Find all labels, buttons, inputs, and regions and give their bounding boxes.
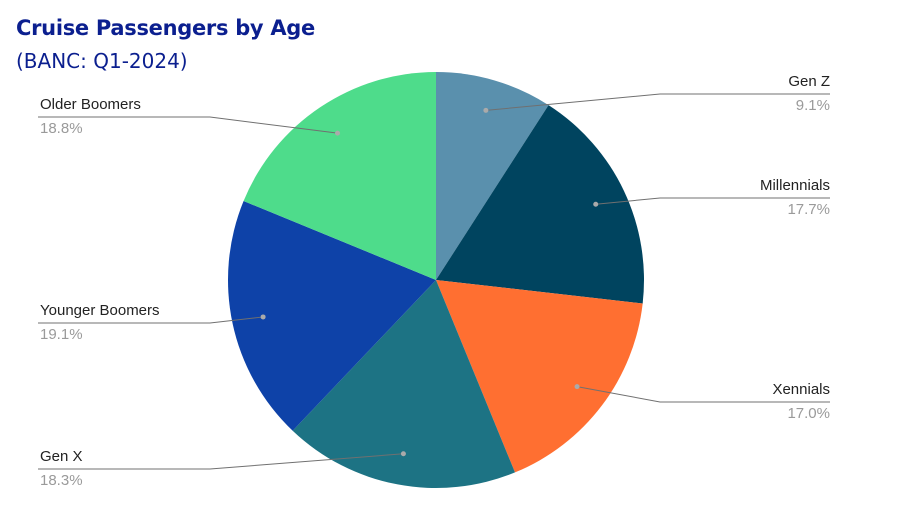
pie-slice-older-boomers — [243, 72, 436, 280]
leader-lines — [38, 93, 830, 470]
pie-slice-gen-z — [436, 72, 549, 280]
leader-dot-millennials — [593, 201, 599, 207]
leader-dot-gen-z — [483, 107, 489, 113]
chart-subtitle: (BANC: Q1-2024) — [16, 49, 188, 73]
pie-slice-millennials — [436, 105, 644, 304]
slice-label-gen-x: Gen X — [40, 448, 83, 465]
slice-value-gen-z: 9.1% — [796, 97, 830, 114]
pie-slice-gen-x — [292, 280, 515, 488]
slice-value-younger-boomers: 19.1% — [40, 326, 83, 343]
pie-slice-xennials — [436, 280, 643, 473]
slice-label-gen-z: Gen Z — [788, 73, 830, 90]
leader-dot-younger-boomers — [260, 314, 266, 320]
leader-dot-older-boomers — [335, 130, 341, 136]
chart-title: Cruise Passengers by Age — [16, 16, 315, 40]
slice-value-gen-x: 18.3% — [40, 472, 83, 489]
slice-value-millennials: 17.7% — [787, 201, 830, 218]
slice-value-xennials: 17.0% — [787, 405, 830, 422]
leader-line-xennials — [576, 386, 830, 403]
slice-label-xennials: Xennials — [772, 381, 830, 398]
slice-label-millennials: Millennials — [760, 177, 830, 194]
leader-line-younger-boomers — [38, 316, 264, 324]
slice-label-older-boomers: Older Boomers — [40, 96, 141, 113]
leader-dot-xennials — [574, 384, 580, 390]
leader-dot-gen-x — [400, 451, 406, 457]
leader-line-gen-x — [38, 453, 404, 470]
pie-slice-younger-boomers — [228, 201, 436, 431]
slice-label-younger-boomers: Younger Boomers — [40, 302, 160, 319]
slice-labels: Gen Z 9.1% Millennials 17.7% Xennials 17.0% Ge… — [40, 73, 830, 489]
slice-value-older-boomers: 18.8% — [40, 120, 83, 137]
pie-slices — [228, 72, 644, 488]
leader-line-older-boomers — [38, 116, 338, 134]
leader-line-millennials — [595, 197, 830, 205]
leader-line-gen-z — [485, 93, 830, 111]
